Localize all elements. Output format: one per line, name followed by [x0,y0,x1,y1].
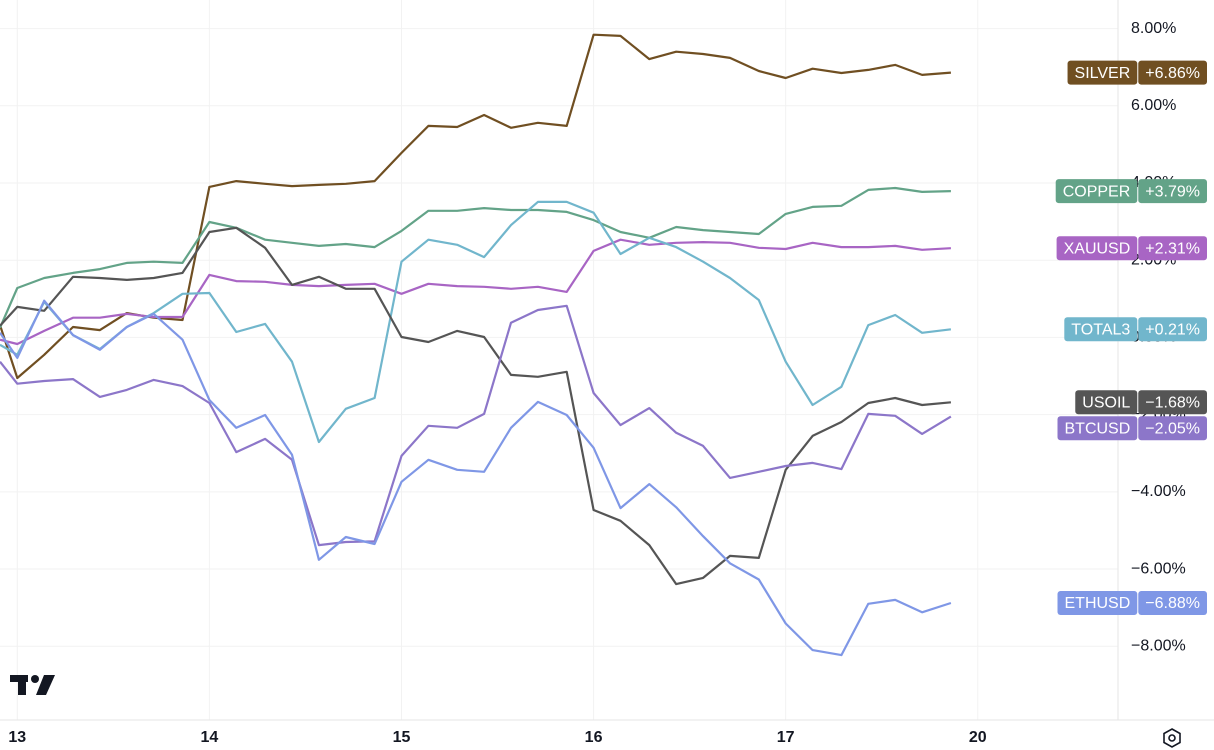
value-label: −6.88% [1145,595,1200,612]
grid [0,0,1118,720]
y-tick-label: −6.00% [1131,560,1186,577]
legend-label: XAUUSD [1064,240,1131,257]
value-label: +0.21% [1145,322,1200,339]
tag-name-bg [1057,591,1138,616]
legend-label: TOTAL3 [1071,322,1130,339]
tag-value-bg [1138,416,1207,441]
plot [0,33,952,657]
series-tag: XAUUSD +2.31% [1056,236,1207,261]
tag-name-bg [1075,390,1138,415]
tag-value-bg [1138,317,1207,342]
x-tick-label: 20 [969,729,987,746]
series-tag: ETHUSD −6.88% [1057,591,1207,616]
legend-label: BTCUSD [1065,420,1131,437]
legend-label: USOIL [1082,394,1130,411]
series-line [0,186,951,329]
tag-value-bg [1138,60,1207,85]
series-line [0,304,952,547]
value-label: +6.86% [1145,65,1200,82]
series-tag: BTCUSD −2.05% [1057,416,1207,441]
tag-name-bg [1067,60,1138,85]
legend-label: COPPER [1063,183,1131,200]
logo [10,675,55,695]
tag-name-bg [1064,317,1138,342]
legend-tags: SILVER +6.86% COPPER +3.79% XAUUSD +2.31% TOTA… [1055,60,1207,616]
tag-name-bg [1056,236,1138,261]
series-line [0,299,952,657]
x-tick-label: 15 [393,729,411,746]
value-label: +3.79% [1145,183,1200,200]
value-label: −1.68% [1145,394,1200,411]
y-tick-label: −4.00% [1131,483,1186,500]
tag-value-bg [1138,390,1207,415]
series-tag: COPPER +3.79% [1055,179,1207,204]
series-tag: TOTAL3 +0.21% [1064,317,1207,342]
series-line [0,226,952,586]
tag-value-bg [1138,179,1207,204]
series-line [0,33,951,380]
value-label: +2.31% [1145,240,1200,257]
tag-name-bg [1055,179,1138,204]
tag-value-bg [1138,591,1207,616]
tag-name-bg [1057,416,1138,441]
series-line [0,200,952,444]
y-tick-label: 6.00% [1131,97,1176,114]
series-tag: SILVER +6.86% [1067,60,1207,85]
x-tick-label: 13 [8,729,26,746]
x-axis: 13 14 15 16 17 20 [8,729,986,746]
y-tick-label: 8.00% [1131,20,1176,37]
legend-label: ETHUSD [1065,595,1131,612]
series-tag: USOIL −1.68% [1075,390,1207,415]
series-line [0,238,951,346]
legend-label: SILVER [1075,65,1131,82]
settings-icon[interactable] [1163,728,1181,748]
tag-value-bg [1138,236,1207,261]
x-tick-label: 17 [777,729,795,746]
value-label: −2.05% [1145,420,1200,437]
y-tick-label: −8.00% [1131,637,1186,654]
x-tick-label: 14 [200,729,218,746]
x-tick-label: 16 [585,729,603,746]
